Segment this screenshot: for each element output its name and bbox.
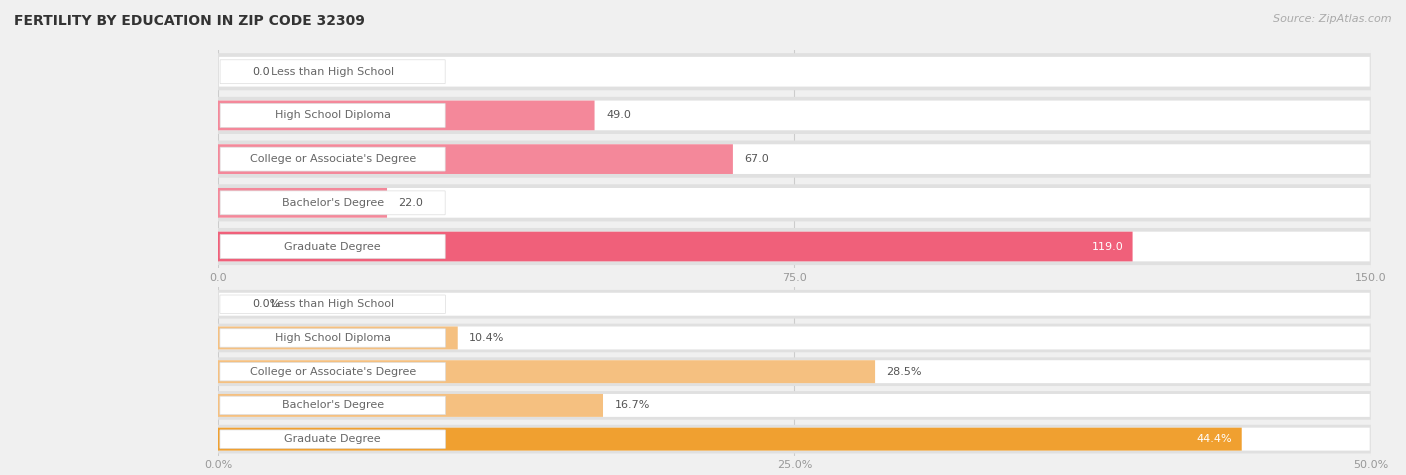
Text: 0.0: 0.0 — [253, 66, 270, 77]
FancyBboxPatch shape — [218, 323, 1371, 352]
FancyBboxPatch shape — [219, 394, 1369, 417]
FancyBboxPatch shape — [219, 295, 446, 314]
FancyBboxPatch shape — [219, 428, 1369, 451]
FancyBboxPatch shape — [219, 326, 1369, 350]
FancyBboxPatch shape — [219, 232, 1369, 261]
Text: Bachelor's Degree: Bachelor's Degree — [281, 400, 384, 410]
FancyBboxPatch shape — [218, 428, 1241, 451]
Text: Bachelor's Degree: Bachelor's Degree — [281, 198, 384, 208]
FancyBboxPatch shape — [221, 104, 446, 127]
Text: 44.4%: 44.4% — [1197, 434, 1233, 444]
FancyBboxPatch shape — [218, 360, 875, 383]
Text: Less than High School: Less than High School — [271, 299, 394, 309]
Text: College or Associate's Degree: College or Associate's Degree — [249, 367, 416, 377]
FancyBboxPatch shape — [218, 391, 1371, 420]
Text: Source: ZipAtlas.com: Source: ZipAtlas.com — [1274, 14, 1392, 24]
Text: High School Diploma: High School Diploma — [274, 110, 391, 121]
Text: 28.5%: 28.5% — [887, 367, 922, 377]
Text: 67.0: 67.0 — [744, 154, 769, 164]
Text: 119.0: 119.0 — [1091, 241, 1123, 252]
FancyBboxPatch shape — [221, 147, 446, 171]
FancyBboxPatch shape — [221, 60, 446, 84]
FancyBboxPatch shape — [221, 191, 446, 215]
FancyBboxPatch shape — [219, 188, 1369, 218]
FancyBboxPatch shape — [218, 97, 1371, 134]
FancyBboxPatch shape — [218, 357, 1371, 386]
FancyBboxPatch shape — [218, 188, 387, 218]
Text: High School Diploma: High School Diploma — [274, 333, 391, 343]
FancyBboxPatch shape — [219, 360, 1369, 383]
FancyBboxPatch shape — [219, 329, 446, 347]
FancyBboxPatch shape — [219, 144, 1369, 174]
FancyBboxPatch shape — [218, 53, 1371, 90]
Text: Graduate Degree: Graduate Degree — [284, 434, 381, 444]
Text: FERTILITY BY EDUCATION IN ZIP CODE 32309: FERTILITY BY EDUCATION IN ZIP CODE 32309 — [14, 14, 366, 28]
FancyBboxPatch shape — [218, 232, 1133, 261]
Text: 22.0: 22.0 — [398, 198, 423, 208]
FancyBboxPatch shape — [218, 184, 1371, 221]
FancyBboxPatch shape — [219, 101, 1369, 130]
Text: College or Associate's Degree: College or Associate's Degree — [249, 154, 416, 164]
FancyBboxPatch shape — [219, 57, 1369, 86]
Text: Graduate Degree: Graduate Degree — [284, 241, 381, 252]
FancyBboxPatch shape — [221, 235, 446, 258]
FancyBboxPatch shape — [218, 228, 1371, 265]
FancyBboxPatch shape — [219, 362, 446, 381]
FancyBboxPatch shape — [218, 101, 595, 130]
FancyBboxPatch shape — [218, 141, 1371, 178]
Text: 16.7%: 16.7% — [614, 400, 650, 410]
FancyBboxPatch shape — [219, 293, 1369, 316]
FancyBboxPatch shape — [218, 326, 458, 350]
FancyBboxPatch shape — [219, 430, 446, 448]
Text: 49.0: 49.0 — [606, 110, 631, 121]
FancyBboxPatch shape — [218, 425, 1371, 454]
Text: 10.4%: 10.4% — [470, 333, 505, 343]
Text: Less than High School: Less than High School — [271, 66, 394, 77]
FancyBboxPatch shape — [218, 394, 603, 417]
FancyBboxPatch shape — [219, 396, 446, 415]
Text: 0.0%: 0.0% — [253, 299, 281, 309]
FancyBboxPatch shape — [218, 290, 1371, 319]
FancyBboxPatch shape — [218, 144, 733, 174]
